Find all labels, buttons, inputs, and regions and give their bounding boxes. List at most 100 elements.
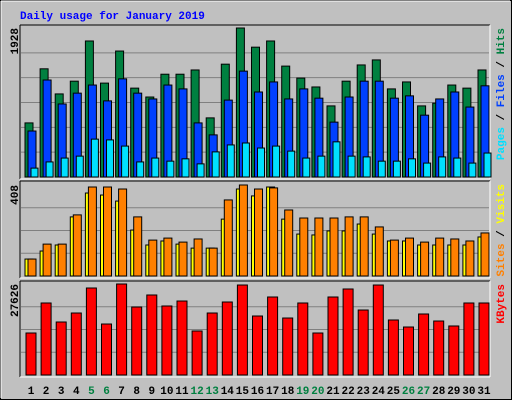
x-tick-label: 6 [103, 386, 110, 398]
x-tick-label: 1 [28, 386, 35, 398]
y-tick-label: 408 [10, 185, 22, 205]
bar [329, 217, 339, 277]
legend-entry: KBytes [496, 284, 508, 324]
bar [206, 312, 218, 376]
x-tick-label: 26 [402, 386, 415, 398]
bar [55, 321, 67, 376]
bar [269, 187, 279, 277]
bar [448, 325, 460, 376]
bar [374, 226, 384, 277]
bar [90, 138, 99, 178]
bar [468, 162, 477, 178]
legend: Sites / Visits [496, 184, 508, 276]
legend-entry: Visits [496, 184, 508, 224]
bar [314, 217, 324, 277]
bar [392, 160, 401, 178]
legend-separator: / [496, 224, 508, 244]
x-tick-label: 19 [296, 386, 309, 398]
x-tick-label: 23 [357, 386, 371, 398]
bar [57, 243, 67, 277]
bar [347, 155, 356, 178]
bar [257, 147, 265, 178]
x-tick-label: 3 [58, 386, 65, 398]
x-tick-label: 7 [118, 386, 125, 398]
bar [287, 150, 296, 178]
x-tick-label: 24 [372, 386, 386, 398]
x-tick-label: 11 [175, 386, 189, 398]
bar [478, 302, 490, 376]
bar [226, 144, 235, 178]
bar [433, 320, 445, 376]
bar [121, 145, 130, 178]
bar [252, 315, 263, 376]
bar [176, 300, 188, 376]
x-tick-label: 18 [281, 386, 295, 398]
bar [136, 161, 145, 178]
bar [372, 284, 384, 376]
bar [418, 313, 430, 376]
bar [387, 319, 399, 376]
bar [389, 239, 399, 277]
bar [465, 240, 475, 277]
bar [161, 305, 173, 376]
bar [362, 156, 371, 178]
bar [166, 160, 175, 178]
x-tick-label: 12 [190, 386, 203, 398]
bar [463, 302, 475, 376]
bar [267, 296, 279, 376]
x-tick-label: 27 [417, 386, 430, 398]
chart-title: Daily usage for January 2019 [20, 11, 205, 23]
x-tick-label: 28 [432, 386, 446, 398]
legend-entry: Hits [496, 28, 508, 54]
bar [423, 162, 432, 178]
bar [72, 214, 82, 277]
bar [191, 330, 203, 376]
bar [254, 188, 263, 277]
y-tick-label: 27626 [10, 284, 22, 317]
bar [118, 188, 128, 277]
bar [359, 216, 369, 277]
x-tick-label: 21 [326, 386, 340, 398]
bar [377, 160, 386, 178]
bar [282, 317, 294, 376]
bar [70, 312, 82, 376]
x-tick-label: 17 [266, 386, 279, 398]
bar [103, 186, 112, 277]
bar [178, 241, 188, 277]
legend-entry: Files [496, 74, 508, 107]
bar [480, 232, 490, 277]
bar [241, 142, 250, 178]
bar [405, 237, 414, 277]
bar [317, 155, 326, 178]
bar [438, 156, 447, 178]
bar [327, 296, 339, 376]
bar [450, 238, 460, 277]
bar [27, 258, 37, 277]
bar [221, 301, 233, 376]
bar [344, 216, 354, 277]
bar [342, 288, 354, 376]
bar [299, 217, 309, 277]
bar [272, 145, 281, 178]
bar [302, 157, 311, 178]
bar [40, 302, 52, 376]
legend-separator: / [496, 54, 508, 74]
bar [297, 302, 309, 376]
bar [116, 283, 128, 376]
x-tick-label: 29 [447, 386, 460, 398]
x-tick-label: 13 [206, 386, 220, 398]
bar [151, 157, 160, 178]
bar [357, 309, 369, 376]
bar [223, 199, 233, 277]
x-tick-label: 16 [251, 386, 264, 398]
legend: Pages / Files / Hits [496, 28, 508, 160]
x-tick-label: 31 [477, 386, 491, 398]
bar [408, 158, 416, 178]
bar [312, 332, 324, 376]
bar [131, 306, 143, 376]
bar [196, 163, 205, 178]
bar [208, 247, 218, 277]
bar [420, 241, 430, 277]
bar [87, 186, 97, 277]
